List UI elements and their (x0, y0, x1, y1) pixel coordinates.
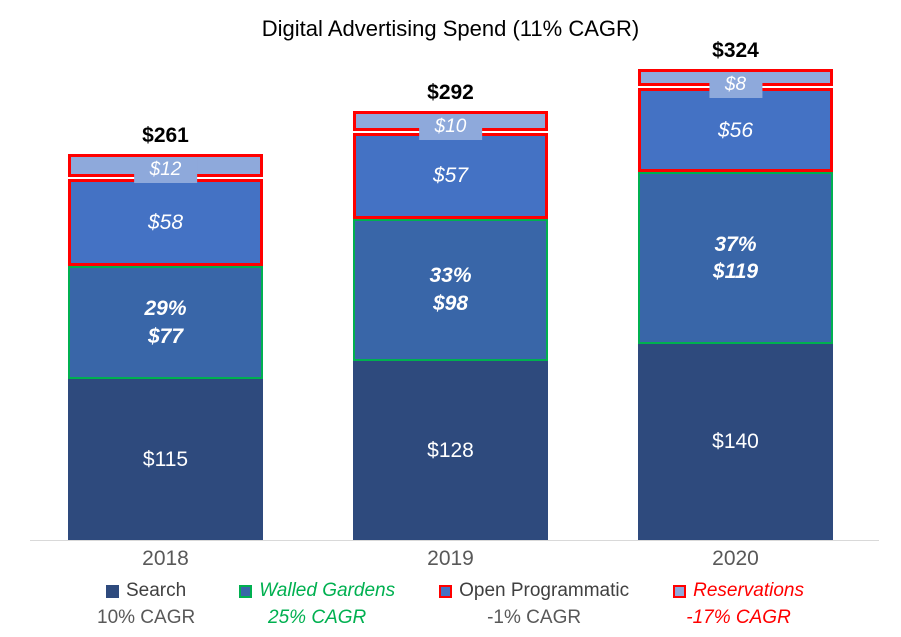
segment-label: $57 (432, 164, 469, 188)
legend-item-search: Search 10% CAGR (97, 579, 195, 630)
segment-label: $77 (147, 324, 184, 348)
total-label-2019: $292 (427, 80, 474, 104)
segment-label: $58 (147, 210, 184, 234)
bar-stack-2019: $10 $57 33% $98 $128 (353, 110, 548, 540)
legend-item-open-programmatic: Open Programmatic -1% CAGR (439, 579, 629, 630)
segment-search-2018: $115 (68, 379, 263, 540)
legend-entry-search: Search (106, 579, 186, 604)
legend-entry-open-programmatic: Open Programmatic (439, 579, 629, 604)
segment-search-2020: $140 (638, 344, 833, 540)
legend-entry-reservations: Reservations (673, 579, 804, 604)
segment-walled-gardens-2018: 29% $77 (68, 266, 263, 379)
legend-item-reservations: Reservations -17% CAGR (673, 579, 804, 630)
reservations-value-badge: $10 (418, 113, 483, 140)
chart-title: Digital Advertising Spend (11% CAGR) (261, 16, 640, 41)
legend-label: Search (126, 580, 187, 601)
segment-open-programmatic-2019: $57 (353, 132, 548, 219)
x-axis-line (30, 540, 879, 541)
segment-label: 33% (429, 264, 472, 288)
reservations-value-badge: $12 (133, 157, 198, 184)
bar-stack-2020: $8 $56 37% $119 $140 (638, 68, 833, 540)
bar-column-2018: $261 $12 $58 29% $77 $115 (68, 124, 263, 540)
legend-item-walled-gardens: Walled Gardens 25% CAGR (239, 579, 395, 630)
segment-label: 37% (714, 232, 757, 256)
walled-gardens-swatch-icon (239, 584, 253, 598)
legend-label: Reservations (693, 580, 804, 601)
bar-column-2020: $324 $8 $56 37% $119 $140 (638, 39, 833, 540)
legend-cagr: 25% CAGR (268, 606, 367, 628)
segment-walled-gardens-2019: 33% $98 (353, 218, 548, 361)
reservations-swatch-icon (673, 584, 687, 598)
legend-cagr: 10% CAGR (97, 606, 196, 628)
legend-label: Open Programmatic (459, 580, 630, 601)
reservations-value-badge: $8 (708, 71, 763, 98)
segment-label: $140 (712, 430, 759, 454)
segment-reservations-2020: $8 (638, 68, 833, 98)
segment-reservations-2018: $12 (68, 154, 263, 184)
segment-label: $115 (142, 447, 189, 471)
segment-open-programmatic-2020: $56 (638, 88, 833, 173)
bar-stack-2018: $12 $58 29% $77 $115 (68, 154, 263, 540)
x-axis-label-2018: 2018 (142, 547, 189, 570)
segment-label: $98 (432, 291, 469, 315)
open-programmatic-swatch-icon (439, 584, 453, 598)
segment-reservations-2019: $10 (353, 110, 548, 140)
segment-label: $119 (712, 260, 759, 284)
legend-cagr: -1% CAGR (487, 606, 582, 628)
legend-cagr: -17% CAGR (686, 606, 791, 628)
legend-entry-walled-gardens: Walled Gardens (239, 579, 395, 604)
segment-label: 29% (144, 297, 187, 321)
bar-column-2019: $292 $10 $57 33% $98 $128 (353, 81, 548, 540)
x-axis-labels: 2018 2019 2020 (0, 547, 901, 571)
x-axis-label-2020: 2020 (712, 547, 759, 570)
total-label-2018: $261 (142, 124, 189, 148)
legend-label: Walled Gardens (259, 580, 396, 601)
plot-area: $261 $12 $58 29% $77 $115 $292 $10 $57 33% $98 $128… (68, 39, 833, 540)
segment-walled-gardens-2020: 37% $119 (638, 172, 833, 344)
segment-search-2019: $128 (353, 360, 548, 540)
total-label-2020: $324 (712, 38, 759, 62)
x-axis-label-2019: 2019 (427, 547, 474, 570)
segment-open-programmatic-2018: $58 (68, 179, 263, 267)
segment-label: $128 (427, 438, 474, 462)
legend: Search 10% CAGR Walled Gardens 25% CAGR Open… (0, 579, 901, 630)
segment-label: $56 (717, 118, 754, 142)
search-swatch-icon (106, 584, 119, 598)
